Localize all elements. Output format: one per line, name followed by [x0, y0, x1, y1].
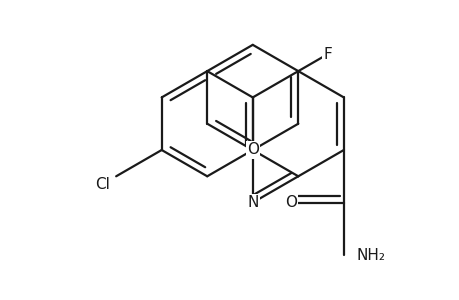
Text: O: O	[246, 142, 258, 158]
Text: O: O	[285, 195, 297, 210]
Text: N: N	[246, 195, 258, 210]
Text: Cl: Cl	[95, 177, 110, 192]
Text: F: F	[323, 46, 331, 62]
Text: NH₂: NH₂	[356, 248, 385, 263]
